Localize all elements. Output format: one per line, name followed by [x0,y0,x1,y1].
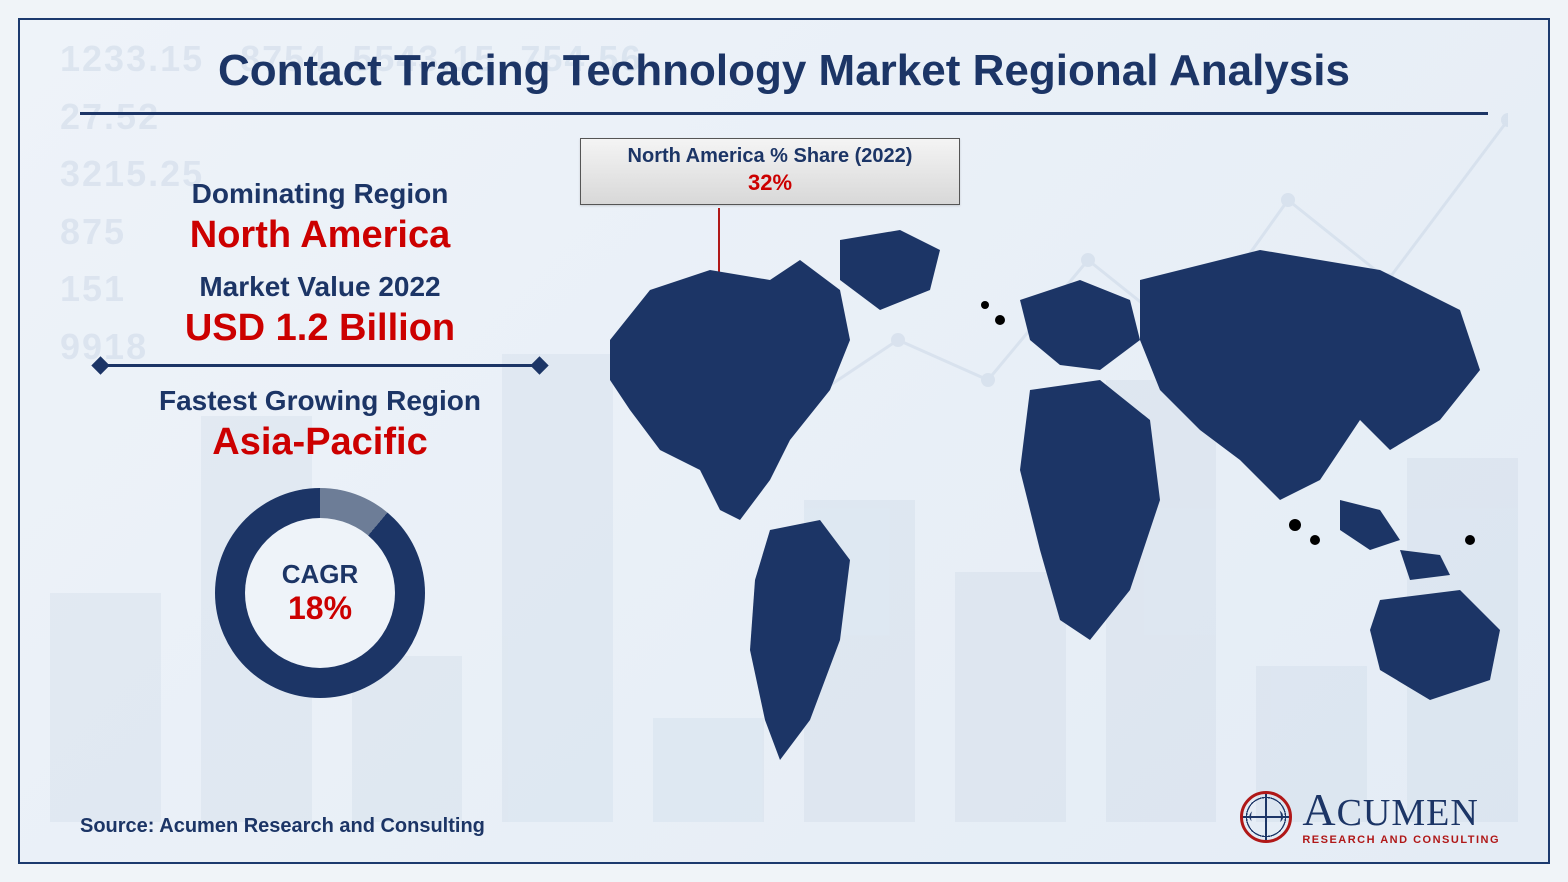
market-value-label: Market Value 2022 [100,271,540,303]
logo-subtitle: RESEARCH AND CONSULTING [1302,835,1500,846]
dominating-region-label: Dominating Region [100,178,540,210]
stats-column: Dominating Region North America Market V… [100,170,540,698]
logo-text: ACUMEN RESEARCH AND CONSULTING [1302,787,1500,846]
market-value: USD 1.2 Billion [100,307,540,350]
infographic-frame: 1233.15 8754 5543.15 754.56 27.523215.25… [18,18,1550,864]
callout-title: North America % Share (2022) [591,145,949,168]
fastest-region-value: Asia-Pacific [100,421,540,464]
cagr-value: 18% [288,590,352,627]
cagr-ring-wrap: CAGR 18% [100,488,540,698]
share-callout: North America % Share (2022) 32% [580,138,960,205]
fastest-region-label: Fastest Growing Region [100,385,540,417]
callout-value: 32% [591,170,949,196]
brand-logo: ACUMEN RESEARCH AND CONSULTING [1240,787,1500,846]
page-title: Contact Tracing Technology Market Region… [20,46,1548,96]
cagr-label: CAGR [282,559,359,590]
title-underline [80,112,1488,115]
cagr-ring-inner: CAGR 18% [245,518,395,668]
logo-name: ACUMEN [1302,787,1500,833]
dominating-region-value: North America [100,214,540,257]
stats-divider [100,364,540,367]
globe-icon [1240,791,1292,843]
source-text: Source: Acumen Research and Consulting [80,815,485,838]
world-map [540,220,1540,780]
cagr-ring: CAGR 18% [215,488,425,698]
